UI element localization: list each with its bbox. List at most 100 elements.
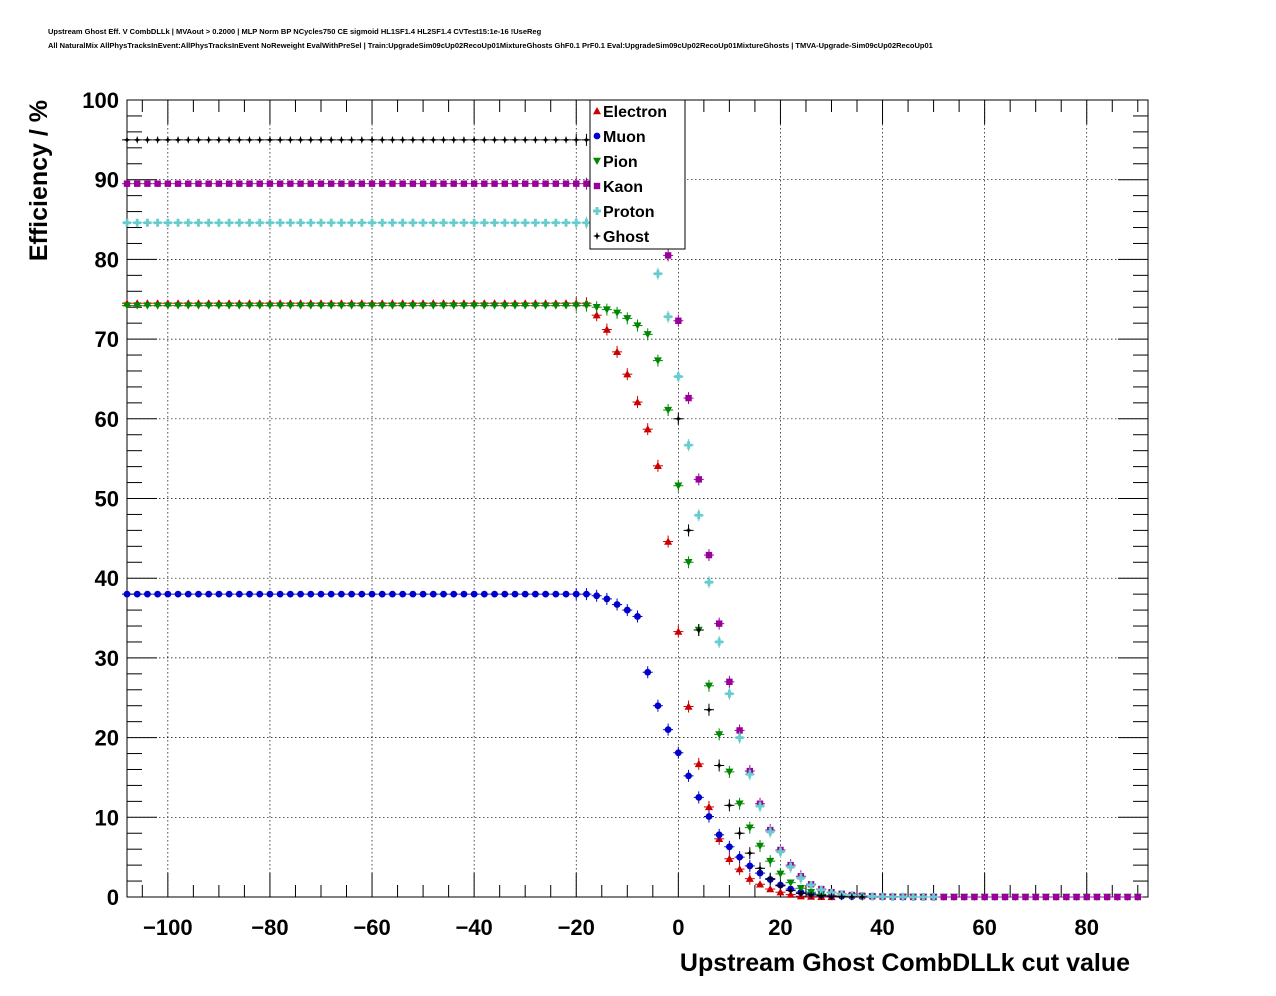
chart-title-line-2: All NaturalMix AllPhysTracksInEvent:AllP…	[48, 41, 933, 50]
data-point-pion	[173, 302, 184, 310]
data-point-muon	[612, 598, 623, 611]
x-tick-label: −80	[251, 915, 288, 940]
data-point-muon	[305, 590, 316, 598]
data-point-muon	[744, 859, 755, 872]
data-point-pion	[509, 302, 520, 310]
data-point-kaon	[203, 180, 214, 187]
data-point-ghost	[540, 135, 551, 144]
data-point-pion	[193, 302, 204, 310]
data-point-kaon	[938, 893, 949, 901]
data-point-proton	[305, 218, 316, 227]
data-point-kaon	[489, 180, 500, 187]
data-point-kaon	[1051, 893, 1062, 901]
data-point-muon	[489, 590, 500, 598]
data-point-muon	[183, 590, 194, 598]
data-point-ghost	[244, 135, 255, 144]
data-point-electron	[775, 888, 786, 896]
data-point-proton	[693, 509, 704, 522]
data-point-ghost	[397, 135, 408, 144]
legend-label: Proton	[603, 204, 655, 221]
data-point-muon	[122, 590, 132, 598]
data-point-kaon	[142, 180, 153, 187]
data-point-kaon	[193, 180, 204, 187]
data-point-muon	[448, 590, 459, 598]
data-point-pion	[448, 302, 459, 310]
data-point-ghost	[785, 886, 796, 895]
data-point-kaon	[724, 675, 735, 688]
data-point-pion	[561, 302, 572, 310]
data-point-ghost	[826, 892, 837, 901]
legend-entry-proton: Proton	[593, 204, 655, 221]
data-point-muon	[387, 590, 398, 598]
x-tick-label: −20	[558, 915, 595, 940]
data-point-pion	[530, 302, 541, 310]
series-proton	[122, 216, 939, 901]
data-point-pion	[683, 556, 694, 569]
data-point-kaon	[326, 180, 337, 187]
data-point-pion	[765, 855, 776, 868]
data-point-ghost	[407, 135, 418, 144]
data-point-proton	[122, 218, 132, 227]
data-point-kaon	[275, 180, 286, 187]
data-point-ghost	[254, 135, 265, 144]
data-point-kaon	[469, 180, 480, 187]
data-point-electron	[755, 880, 766, 888]
data-point-proton	[734, 731, 745, 744]
data-point-muon	[663, 723, 674, 736]
data-point-kaon	[387, 180, 398, 187]
y-tick-label: 50	[95, 487, 119, 512]
data-point-muon	[683, 769, 694, 782]
data-point-proton	[183, 218, 194, 227]
data-point-electron	[734, 863, 745, 876]
data-point-pion	[254, 302, 265, 310]
data-point-proton	[550, 218, 561, 227]
data-point-proton	[744, 768, 755, 781]
data-point-ghost	[122, 135, 132, 144]
data-point-kaon	[213, 180, 224, 187]
data-point-kaon	[979, 893, 990, 901]
data-point-kaon	[571, 177, 582, 190]
data-point-pion	[744, 821, 755, 834]
data-point-pion	[224, 302, 235, 310]
data-point-pion	[571, 299, 582, 312]
data-point-pion	[540, 302, 551, 310]
data-point-pion	[438, 302, 449, 310]
data-point-proton	[479, 218, 490, 227]
data-point-muon	[203, 590, 214, 598]
data-point-kaon	[969, 893, 980, 901]
data-point-ghost	[520, 135, 531, 144]
data-point-proton	[765, 825, 776, 838]
legend-entry-pion: Pion	[593, 154, 638, 171]
data-point-muon	[234, 590, 245, 598]
data-point-pion	[387, 302, 398, 310]
data-point-proton	[193, 218, 204, 227]
x-tick-label: 0	[672, 915, 684, 940]
data-point-proton	[448, 218, 459, 227]
data-point-muon	[550, 590, 561, 598]
data-point-pion	[612, 306, 623, 319]
data-point-pion	[305, 302, 316, 310]
data-point-pion	[734, 797, 745, 810]
data-point-electron	[693, 757, 704, 770]
data-point-ghost	[428, 135, 439, 144]
data-point-ghost	[377, 135, 388, 144]
series-muon	[122, 588, 939, 901]
data-point-proton	[254, 218, 265, 227]
y-tick-label: 30	[95, 646, 119, 671]
chart-title-line-1: Upstream Ghost Eff. V CombDLLk | MVAout …	[48, 27, 542, 36]
data-point-proton	[785, 860, 796, 873]
data-point-kaon	[132, 180, 143, 187]
data-point-muon	[652, 699, 663, 712]
data-point-pion	[213, 302, 224, 310]
legend-label: Kaon	[603, 179, 643, 196]
data-point-muon	[162, 590, 173, 598]
data-point-kaon	[346, 180, 357, 187]
data-point-proton	[663, 310, 674, 323]
data-point-muon	[703, 810, 714, 823]
data-point-ghost	[295, 135, 306, 144]
data-point-ghost	[213, 135, 224, 144]
data-point-muon	[254, 590, 265, 598]
data-point-kaon	[295, 180, 306, 187]
data-point-proton	[326, 218, 337, 227]
data-point-proton	[346, 218, 357, 227]
